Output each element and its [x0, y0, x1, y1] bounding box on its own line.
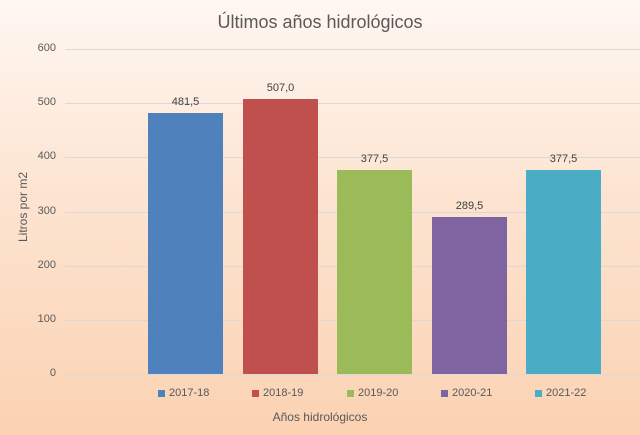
legend-label: 2017-18 [169, 387, 210, 399]
legend-item-2020-21: 2020-21 [441, 387, 492, 399]
legend-item-2017-18: 2017-18 [158, 387, 209, 399]
legend-item-2021-22: 2021-22 [535, 387, 586, 399]
gridline [65, 49, 640, 50]
gridline [65, 374, 640, 375]
data-label: 377,5 [549, 153, 578, 165]
chart-title: Últimos años hidrológicos [217, 12, 423, 32]
gridline [65, 157, 640, 158]
legend-label: 2021-22 [546, 387, 587, 399]
data-label: 377,5 [360, 153, 389, 165]
y-tick-label: 500 [37, 96, 56, 108]
bar-2019-20 [337, 170, 412, 374]
bar-2018-19 [243, 99, 318, 374]
y-tick-label: 300 [37, 205, 56, 217]
y-tick-label: 600 [37, 42, 56, 54]
legend-label: 2018-19 [263, 387, 304, 399]
y-tick-label: 200 [37, 259, 56, 271]
bar-2021-22 [526, 170, 601, 374]
data-label: 507,0 [266, 82, 295, 94]
legend-swatch-icon [347, 389, 354, 397]
gridline [65, 103, 640, 104]
data-label: 481,5 [171, 96, 200, 108]
legend-label: 2019-20 [358, 387, 399, 399]
legend-swatch-icon [158, 389, 165, 397]
legend-item-2018-19: 2018-19 [252, 387, 303, 399]
legend: 2017-18 2018-19 2019-20 2020-21 2021-22 [0, 387, 640, 401]
legend-item-2019-20: 2019-20 [347, 387, 398, 399]
x-axis-label: Años hidrológicos [272, 410, 368, 424]
y-tick-label: 400 [37, 150, 56, 162]
legend-swatch-icon [252, 389, 259, 397]
bar-2017-18 [148, 113, 223, 374]
legend-label: 2020-21 [452, 387, 493, 399]
legend-swatch-icon [535, 389, 542, 397]
data-label: 289,5 [455, 200, 484, 212]
y-tick-label: 0 [49, 367, 56, 379]
y-tick-label: 100 [37, 313, 56, 325]
bar-2020-21 [432, 217, 507, 374]
legend-swatch-icon [441, 389, 448, 397]
